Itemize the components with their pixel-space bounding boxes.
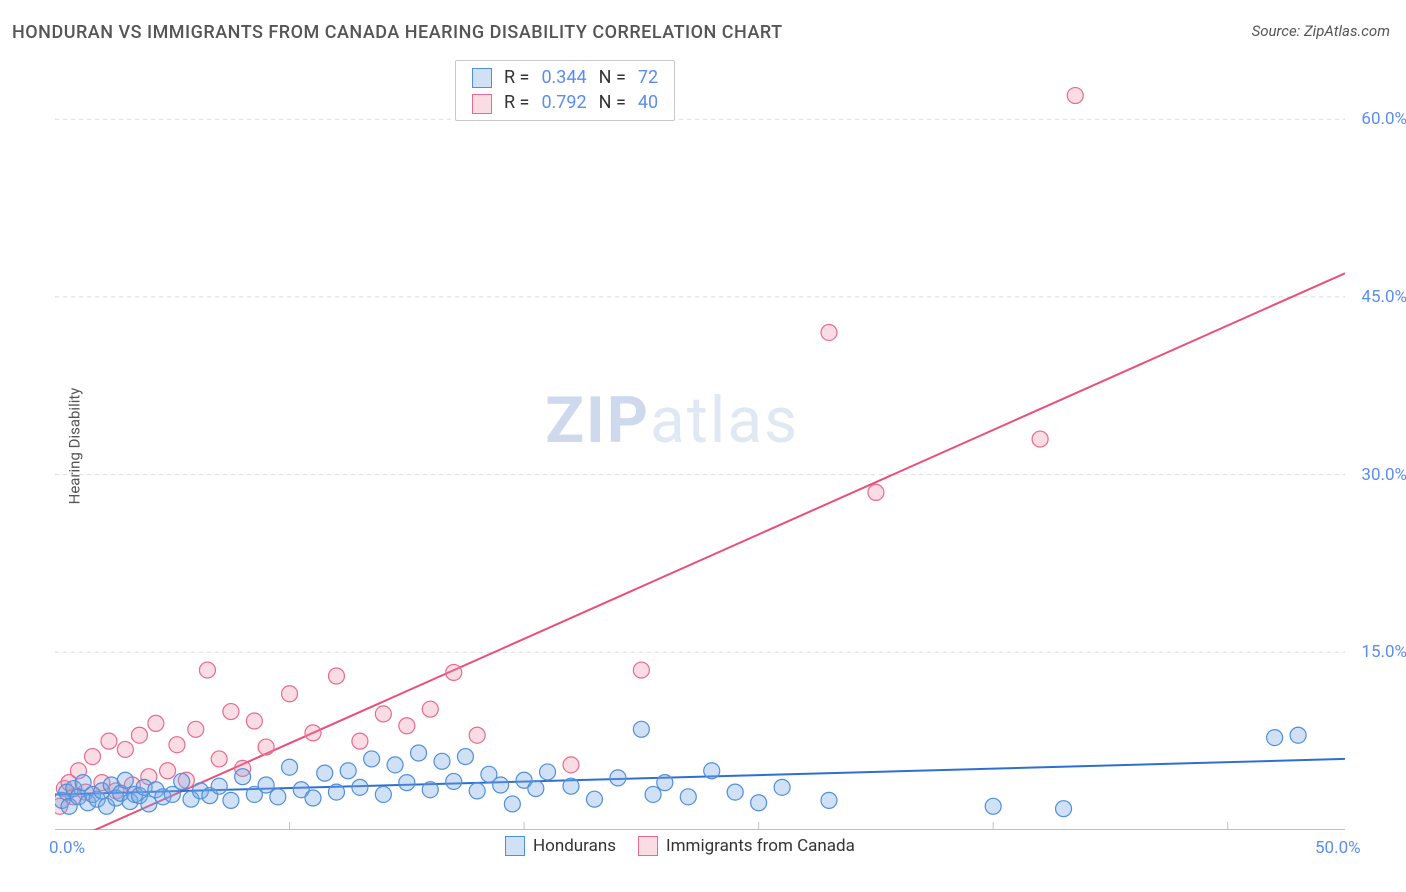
n-value-blue: 72 xyxy=(632,65,664,90)
swatch-blue-icon xyxy=(505,836,525,856)
y-tick-label: 45.0% xyxy=(1361,287,1406,307)
r-value-blue: 0.344 xyxy=(535,65,592,90)
legend-item-blue: Hondurans xyxy=(505,836,616,856)
chart-title: HONDURAN VS IMMIGRANTS FROM CANADA HEARI… xyxy=(12,22,783,43)
r-label: R = xyxy=(498,90,535,115)
y-tick-label: 30.0% xyxy=(1361,465,1406,485)
chart-svg xyxy=(55,60,1345,830)
r-label: R = xyxy=(498,65,535,90)
swatch-blue-icon xyxy=(472,68,492,88)
legend-label-pink: Immigrants from Canada xyxy=(666,836,855,856)
legend-label-blue: Hondurans xyxy=(533,836,616,856)
plot-area: ZIPatlas R = 0.344 N = 72 R = 0.792 N = … xyxy=(55,60,1345,830)
legend-row-pink: R = 0.792 N = 40 xyxy=(466,90,664,115)
n-value-pink: 40 xyxy=(632,90,664,115)
r-value-pink: 0.792 xyxy=(535,90,592,115)
y-tick-label: 60.0% xyxy=(1361,109,1406,129)
n-label: N = xyxy=(593,65,632,90)
legend-item-pink: Immigrants from Canada xyxy=(638,836,855,856)
y-tick-label: 15.0% xyxy=(1361,642,1406,662)
n-label: N = xyxy=(593,90,632,115)
legend-row-blue: R = 0.344 N = 72 xyxy=(466,65,664,90)
swatch-pink-icon xyxy=(638,836,658,856)
legend-series: Hondurans Immigrants from Canada xyxy=(505,836,855,856)
legend-correlation: R = 0.344 N = 72 R = 0.792 N = 40 xyxy=(455,60,675,121)
origin-y-label: 0.0% xyxy=(49,838,85,858)
x-max-label: 50.0% xyxy=(1315,838,1361,858)
source-label: Source: ZipAtlas.com xyxy=(1252,22,1390,40)
swatch-pink-icon xyxy=(472,94,492,114)
